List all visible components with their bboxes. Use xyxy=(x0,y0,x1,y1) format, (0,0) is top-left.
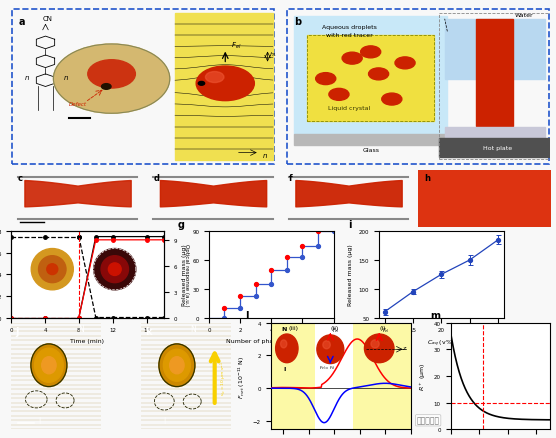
Circle shape xyxy=(329,89,349,101)
Text: (iii): (iii) xyxy=(289,325,299,330)
Circle shape xyxy=(205,72,224,83)
Circle shape xyxy=(395,58,415,70)
Text: n: n xyxy=(24,74,29,81)
Text: j: j xyxy=(16,326,19,336)
Text: h: h xyxy=(424,173,430,183)
X-axis label: $C_{aq}$ (v%): $C_{aq}$ (v%) xyxy=(428,338,455,348)
Text: n: n xyxy=(64,74,68,81)
Text: $F_{el}$: $F_{el}$ xyxy=(231,41,241,51)
Text: m: m xyxy=(430,311,440,321)
Text: Glass: Glass xyxy=(362,148,379,153)
Bar xyxy=(439,14,553,159)
Circle shape xyxy=(102,85,111,90)
Text: i: i xyxy=(348,220,351,230)
Bar xyxy=(307,35,434,122)
Text: n: n xyxy=(262,153,267,159)
Bar xyxy=(294,134,448,145)
Bar xyxy=(445,20,545,79)
Y-axis label: Released mass (μg): Released mass (μg) xyxy=(182,244,187,306)
Bar xyxy=(271,323,315,429)
Circle shape xyxy=(382,94,402,106)
Circle shape xyxy=(170,357,184,374)
Circle shape xyxy=(342,53,362,65)
Circle shape xyxy=(53,45,170,114)
Text: with red tracer: with red tracer xyxy=(326,33,373,38)
Bar xyxy=(445,128,545,138)
Text: I: I xyxy=(38,416,41,425)
Text: Water: Water xyxy=(515,13,533,18)
Circle shape xyxy=(42,357,56,374)
Circle shape xyxy=(159,344,195,387)
Bar xyxy=(294,17,448,134)
Text: f: f xyxy=(289,173,292,183)
Circle shape xyxy=(198,82,205,86)
Circle shape xyxy=(31,344,67,387)
Circle shape xyxy=(88,60,135,89)
Text: $h_1$: $h_1$ xyxy=(269,50,277,59)
Bar xyxy=(439,139,550,158)
Text: Liquid crystal: Liquid crystal xyxy=(329,105,371,110)
Text: (i): (i) xyxy=(379,325,386,330)
Text: I: I xyxy=(163,416,166,425)
Circle shape xyxy=(361,47,381,59)
Circle shape xyxy=(196,67,254,102)
Text: Aqueous droplets: Aqueous droplets xyxy=(322,25,377,30)
Text: Defect: Defect xyxy=(70,102,87,107)
Text: l: l xyxy=(246,311,249,321)
Text: $v_{lc}=10\ \mu m\ s^{-1}$: $v_{lc}=10\ \mu m\ s^{-1}$ xyxy=(219,361,230,396)
Text: Hot plate: Hot plate xyxy=(483,146,512,151)
Circle shape xyxy=(34,348,63,382)
Y-axis label: Released mass (μg): Released mass (μg) xyxy=(348,244,353,306)
Text: g: g xyxy=(178,220,185,230)
Text: CN: CN xyxy=(43,16,53,22)
Bar xyxy=(476,20,513,127)
Circle shape xyxy=(163,350,190,381)
Bar xyxy=(307,35,434,122)
X-axis label: Time (min): Time (min) xyxy=(70,338,105,343)
Text: (ii): (ii) xyxy=(330,325,339,330)
Text: c: c xyxy=(18,173,23,183)
Bar xyxy=(175,14,273,161)
Text: N: N xyxy=(190,325,196,333)
Bar xyxy=(354,323,417,429)
Text: a: a xyxy=(19,17,26,27)
Y-axis label: Optical response (a.u.): Optical response (a.u.) xyxy=(184,244,189,306)
Text: 新材料在线: 新材料在线 xyxy=(416,416,440,425)
Text: b: b xyxy=(294,17,301,27)
Text: d: d xyxy=(153,173,159,183)
Circle shape xyxy=(369,69,389,81)
Circle shape xyxy=(316,74,336,85)
Text: k: k xyxy=(146,326,152,336)
X-axis label: Number of phase transitions: Number of phase transitions xyxy=(226,338,316,343)
Y-axis label: $F_{net}$ (10$^{-11}$ N): $F_{net}$ (10$^{-11}$ N) xyxy=(237,354,247,398)
Text: N: N xyxy=(78,325,85,333)
Y-axis label: $R^+$ (μm): $R^+$ (μm) xyxy=(418,362,428,390)
